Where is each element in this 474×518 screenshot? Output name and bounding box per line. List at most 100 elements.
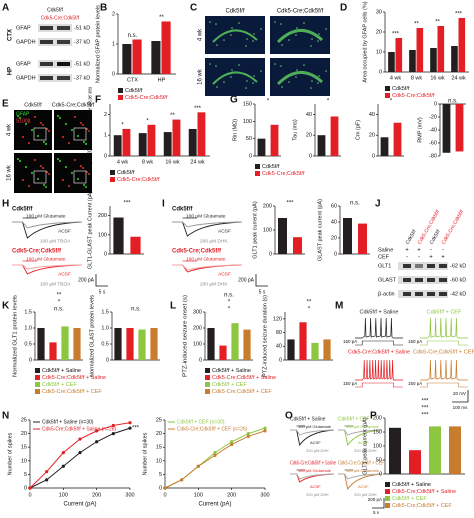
label: 100 µM Glutamate (346, 424, 380, 429)
point (263, 429, 267, 433)
significance: n.s. (131, 307, 141, 313)
y-axis-label: Normalized GLAST protein levels (89, 295, 95, 377)
cell (84, 142, 88, 146)
cell (45, 127, 49, 131)
bar (380, 137, 389, 156)
significance: *** (132, 426, 140, 432)
point (111, 423, 115, 428)
label: 100 µM Glutamate (298, 468, 332, 473)
y-tick-label: 20 (376, 29, 382, 35)
band (40, 26, 53, 30)
y-tick-label: 10 (376, 49, 382, 55)
y-tick-label: 15 (21, 445, 27, 451)
cell (303, 22, 305, 24)
cell (36, 134, 40, 138)
y-tick-label: 0 (379, 69, 382, 75)
cell (296, 69, 298, 71)
y-tick-label: 150 (243, 101, 252, 107)
cell (81, 123, 85, 127)
scale-label: 200 pA (368, 497, 382, 502)
y-axis-label: Area occupied by GFAP cells (%) (362, 1, 368, 82)
cell (44, 142, 48, 146)
bar (161, 21, 171, 74)
bar (150, 328, 158, 360)
y-tick-label: 0 (434, 101, 437, 107)
cell (209, 21, 211, 23)
cell (79, 164, 83, 168)
bar (130, 236, 141, 254)
column-header: Cdk5f/f (47, 7, 63, 13)
y-tick-label: 50 (246, 136, 252, 142)
point (111, 432, 115, 436)
significance: * (327, 99, 330, 105)
point (128, 426, 132, 430)
x-tick-label: CTX (127, 77, 138, 83)
cell (230, 76, 232, 78)
bar (389, 427, 401, 474)
bar (287, 339, 295, 360)
label: 4 wk (7, 123, 13, 136)
x-tick-label: 8 wk (142, 159, 154, 165)
band (403, 278, 411, 282)
label: Cdk5-Cre;Cdk5f/f (12, 249, 62, 255)
legend-label: Cdk5f/f (262, 164, 280, 170)
point (230, 440, 234, 444)
point (128, 421, 132, 425)
y-axis-label: GLT1-GLAST peak Current (pA) (87, 191, 93, 270)
cell (36, 177, 40, 181)
current-step (420, 382, 468, 388)
legend-swatch (205, 382, 210, 387)
y-tick-label: -80 (429, 153, 437, 159)
y-tick-label: 0.5 (24, 341, 32, 347)
panel-label: K (2, 301, 10, 312)
legend-label: Cdk5-Cre;Cdk5f/f + CEF (212, 389, 272, 395)
significance: n.s. (54, 307, 64, 313)
y-tick-label: 40 (306, 112, 312, 118)
bar (126, 328, 134, 360)
cell (82, 140, 86, 144)
cell (317, 82, 319, 84)
x-tick-label: HP (158, 77, 166, 83)
significance: * (146, 118, 149, 124)
point (213, 451, 217, 455)
label: GLAST (378, 277, 397, 283)
inset-box (73, 170, 87, 184)
cell (73, 115, 77, 119)
label: - (442, 248, 444, 254)
significance: ** (435, 20, 440, 26)
bar (113, 217, 124, 254)
x-tick-label: 100 (59, 492, 68, 498)
y-tick-label: 0 (334, 251, 337, 257)
label: 150 pA (343, 381, 357, 386)
bar (122, 44, 132, 74)
x-tick-label: 200 (227, 492, 236, 498)
significance: ** (307, 300, 312, 306)
y-axis-label: Density of S100β and GFAP double-positiv… (87, 86, 93, 173)
y-tick-label: 120 (273, 316, 282, 322)
panel-label: C (190, 3, 197, 14)
cell (281, 86, 283, 88)
line (29, 422, 131, 489)
cell (82, 183, 86, 187)
band (57, 26, 70, 30)
significance: n.s. (224, 293, 234, 299)
bar (388, 52, 395, 72)
y-tick-label: -20 (429, 114, 437, 120)
bar (299, 322, 307, 360)
legend-swatch (110, 170, 115, 175)
bar (270, 124, 279, 156)
label: + (405, 248, 409, 254)
label: 100 µM Glutamate (26, 213, 66, 219)
y-axis-label: GLAST peak current (pA) (317, 199, 323, 261)
band (415, 264, 423, 268)
cell (41, 166, 45, 170)
bar (409, 50, 416, 72)
significance: *** (286, 201, 294, 207)
bar (429, 426, 441, 474)
band (439, 292, 447, 296)
cell (24, 122, 28, 126)
point (180, 478, 184, 482)
label: ACSF (58, 271, 71, 277)
label: ACSF (358, 440, 369, 445)
significance: ** (170, 113, 175, 119)
